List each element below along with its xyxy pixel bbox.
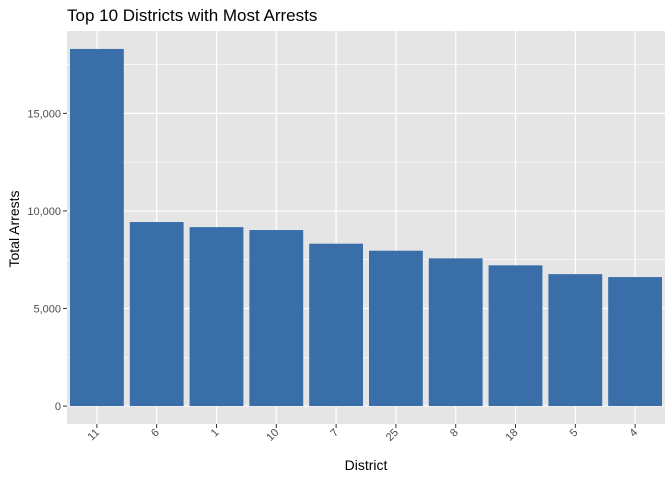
bar-district-4 — [608, 277, 663, 407]
x-tick-label: 1 — [209, 427, 222, 440]
x-tick-label: 5 — [568, 427, 581, 440]
y-tick-label: 5,000 — [33, 303, 61, 315]
bar-district-8 — [428, 258, 483, 407]
bar-district-11 — [69, 48, 124, 407]
bar-district-1 — [189, 227, 244, 407]
x-tick-label: 25 — [384, 427, 401, 444]
x-axis-ticks: 11 6 1 10 7 25 8 18 5 4 — [85, 424, 640, 444]
bars — [69, 48, 663, 407]
x-tick-label: 10 — [264, 427, 281, 444]
x-axis-title: District — [345, 457, 388, 473]
bar-district-6 — [129, 222, 184, 407]
y-tick-label: 10,000 — [27, 206, 61, 218]
x-tick-label: 6 — [149, 427, 162, 440]
x-tick-label: 8 — [448, 427, 461, 440]
x-tick-label: 11 — [85, 427, 102, 444]
x-tick-label: 7 — [328, 427, 341, 440]
y-tick-label: 0 — [55, 401, 61, 413]
chart-title: Top 10 Districts with Most Arrests — [67, 6, 317, 25]
y-tick-label: 15,000 — [27, 108, 61, 120]
bar-district-18 — [488, 265, 543, 407]
bar-district-7 — [309, 243, 364, 407]
x-tick-label: 18 — [503, 427, 520, 444]
x-tick-label: 4 — [627, 427, 640, 440]
y-axis-ticks: 0 5,000 10,000 15,000 — [27, 108, 67, 413]
bar-district-10 — [249, 230, 304, 407]
bar-district-25 — [368, 250, 423, 407]
y-axis-title: Total Arrests — [6, 190, 22, 267]
bar-district-5 — [548, 274, 603, 407]
